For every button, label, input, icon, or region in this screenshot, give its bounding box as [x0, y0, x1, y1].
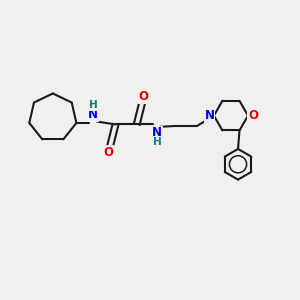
Text: H: H — [89, 100, 98, 110]
Text: N: N — [152, 126, 162, 139]
Text: N: N — [88, 108, 98, 121]
Text: N: N — [205, 109, 214, 122]
Text: O: O — [104, 146, 114, 159]
Text: H: H — [153, 137, 161, 147]
Text: O: O — [248, 109, 258, 122]
Text: O: O — [139, 90, 148, 103]
